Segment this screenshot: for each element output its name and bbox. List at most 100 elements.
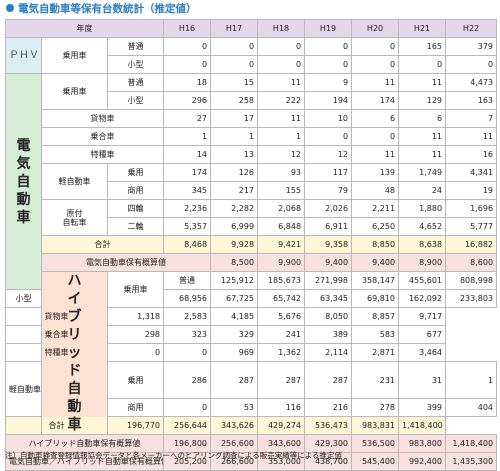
header-year-H20: H20 — [351, 19, 400, 38]
value-cell: 583 — [351, 325, 400, 344]
value-cell: 983,800 — [398, 434, 447, 453]
value-cell: 545,400 — [351, 452, 400, 471]
subcategory-label: 特種車 — [5, 343, 108, 362]
value-cell: 65,742 — [257, 289, 306, 308]
table-row: 貨物車 27 17 11 10 6 6 7 — [6, 109, 498, 128]
value-cell: 287 — [210, 361, 259, 399]
value-cell: 0 — [163, 398, 212, 417]
row-label: 乗用 — [106, 163, 165, 182]
value-cell: 0 — [445, 55, 498, 74]
value-cell: 536,473 — [304, 416, 353, 435]
value-cell: 0 — [304, 37, 353, 56]
subcategory-label: 貨物車 — [40, 109, 165, 128]
value-cell: 0 — [304, 55, 353, 74]
value-cell: 194 — [304, 91, 353, 110]
row-label: 四輪 — [106, 199, 165, 218]
header-year-H18: H18 — [257, 19, 306, 38]
value-cell: 185,673 — [257, 271, 306, 290]
value-cell: 287 — [257, 361, 306, 399]
value-cell: 287 — [304, 361, 353, 399]
value-cell: 0 — [163, 343, 212, 362]
value-cell: 67,725 — [210, 289, 259, 308]
value-cell: 6,911 — [304, 217, 353, 236]
value-cell: 345 — [163, 181, 212, 200]
value-cell: 389 — [304, 325, 353, 344]
value-cell: 1,749 — [398, 163, 447, 182]
value-cell: 63,345 — [304, 289, 353, 308]
value-cell: 9,717 — [398, 307, 447, 326]
value-cell: 0 — [163, 37, 212, 56]
value-cell: 11 — [351, 73, 400, 92]
value-cell: 536,500 — [351, 434, 400, 453]
table-row: ハイブリッド自動車乗用車 普通 125,912 185,673 271,998 358,1… — [6, 271, 498, 435]
total-row: 合計 8,468 9,928 9,421 9,358 8,850 8,638 16,882 — [6, 235, 498, 254]
subcategory-label: 乗用車 — [41, 73, 108, 110]
value-cell: 11 — [398, 73, 447, 92]
value-cell: 196,800 — [163, 434, 212, 453]
estimate-label: ハイブリッド自動車保有概算値 — [4, 434, 165, 453]
table-row: 小型 68,956 67,725 65,742 63,345 69,810 162,092 2… — [5, 289, 498, 308]
subcategory-label: 乗合車 — [5, 325, 108, 344]
subcategory-label: 乗用車 — [106, 271, 165, 308]
value-cell: 0 — [351, 55, 400, 74]
value-cell: 14 — [163, 145, 212, 164]
header-year-H21: H21 — [398, 19, 447, 38]
value-cell: 9 — [304, 73, 353, 92]
value-cell: 4,652 — [398, 217, 447, 236]
subcategory-label: 乗用車 — [41, 37, 108, 74]
subcategory-label: 原付 自転車 — [41, 199, 108, 236]
value-cell: 4,473 — [445, 73, 498, 92]
value-cell: 8,638 — [398, 235, 447, 254]
value-cell: 677 — [398, 325, 447, 344]
table-row: 電気自動車乗用車 普通 18 15 11 9 11 11 4,473 — [5, 73, 498, 290]
value-cell: 48 — [351, 181, 400, 200]
value-cell: 233,803 — [445, 289, 498, 308]
value-cell: 163 — [445, 91, 498, 110]
subcategory-label: 貨物車 — [5, 307, 108, 326]
value-cell: 8,857 — [351, 307, 400, 326]
value-cell: 11 — [257, 109, 306, 128]
value-cell: 231 — [351, 361, 400, 399]
header-year-H22: H22 — [445, 19, 498, 38]
value-cell: 0 — [106, 343, 165, 362]
value-cell: 117 — [304, 163, 353, 182]
value-cell: 343,600 — [257, 434, 306, 453]
row-label: 小型 — [106, 55, 165, 74]
value-cell: 329 — [210, 325, 259, 344]
value-cell: 7 — [445, 109, 498, 128]
value-cell: 0 — [163, 55, 212, 74]
value-cell: 1,362 — [257, 343, 306, 362]
value-cell: 68,956 — [163, 289, 212, 308]
value-cell: 125,912 — [210, 271, 259, 290]
header-year-H17: H17 — [210, 19, 259, 38]
value-cell: 116 — [257, 398, 306, 417]
value-cell: 5,676 — [257, 307, 306, 326]
statistics-table: 年度 H16 H17 H18 H19 H20 H21 H22 ＰＨＶ 乗用車 普通 0 0 0 0 0 165 3… — [4, 19, 498, 471]
value-cell: 1,696 — [445, 199, 498, 218]
value-cell: 9,358 — [304, 235, 353, 254]
table-row: 乗合車 298 323 329 241 389 583 677 — [5, 325, 497, 344]
value-cell: 12 — [257, 145, 306, 164]
value-cell: 162,092 — [398, 289, 447, 308]
value-cell: 2,211 — [351, 199, 400, 218]
value-cell: 79 — [304, 181, 353, 200]
row-label: 小型 — [5, 289, 42, 308]
value-cell: 0 — [351, 37, 400, 56]
value-cell: 1,418,400 — [445, 434, 498, 453]
value-cell: 155 — [257, 181, 306, 200]
value-cell: 1,418,400 — [398, 416, 447, 435]
value-cell: 12 — [304, 145, 353, 164]
value-cell: 11 — [398, 145, 447, 164]
value-cell: 165 — [398, 37, 447, 56]
value-cell: 216 — [304, 398, 353, 417]
value-cell: 296 — [163, 91, 212, 110]
total-row: 合計 196,770 256,644 343,626 429,274 536,473 983… — [5, 416, 497, 435]
value-cell: 16,882 — [445, 235, 498, 254]
value-cell: 969 — [210, 343, 259, 362]
value-cell: 217 — [210, 181, 259, 200]
table-row: 乗合車 1 1 1 0 0 11 11 — [6, 127, 498, 146]
table-row: 商用 0 53 116 216 278 399 404 — [6, 398, 498, 417]
value-cell: 1,318 — [106, 307, 165, 326]
value-cell: 2,068 — [257, 199, 306, 218]
value-cell: 2,114 — [304, 343, 353, 362]
